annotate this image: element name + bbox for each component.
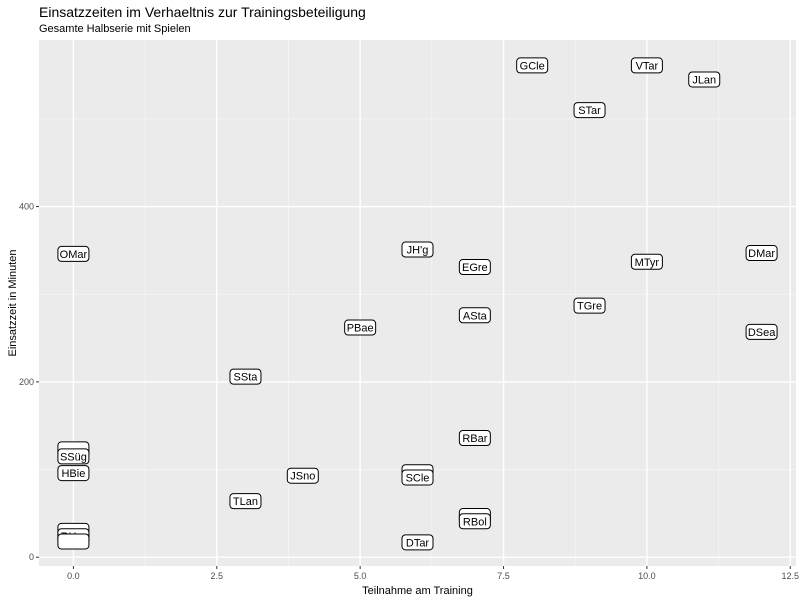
point-label-text: JSno (290, 471, 315, 483)
y-tick-label: 200 (19, 377, 34, 387)
point-label-text: DTar (406, 537, 430, 549)
point-label: OMar (57, 245, 90, 262)
y-tick-label: 0 (29, 552, 34, 562)
point-label: RBol (458, 513, 491, 530)
x-tick-label: 10.0 (638, 571, 656, 581)
point-label-text: ASta (463, 310, 488, 322)
point-label-text: DSea (748, 327, 776, 339)
point-label-text: STar (578, 105, 601, 117)
point-label-text: MTyr (635, 257, 660, 269)
point-label: DSea (745, 323, 778, 340)
point-label-text: JLan (692, 74, 716, 86)
point-label-text: VTar (636, 60, 659, 72)
point-label-text: PBae (347, 323, 374, 335)
point-label-box (401, 469, 434, 486)
point-label: SSta (229, 368, 262, 385)
point-labels: GCle VTar JLan STar OMar JH'g EGre DMar MTyr TGre… (57, 57, 778, 551)
point-label: JLan (688, 71, 721, 88)
point-label: STar (573, 102, 606, 119)
x-tick-label: 0.0 (67, 571, 80, 581)
point-label-box (401, 241, 434, 258)
point-label-text: RBar (462, 433, 487, 445)
y-tick-label: 400 (19, 202, 34, 212)
point-label-text: TLan (233, 496, 258, 508)
point-label-text: OMar (60, 249, 88, 261)
point-label-box (344, 319, 377, 336)
point-label-box (57, 448, 90, 465)
point-label-box (57, 465, 90, 482)
point-label-box (57, 245, 90, 262)
point-label (57, 533, 90, 550)
point-label-box (745, 323, 778, 340)
point-label: JSno (286, 467, 319, 484)
point-label-box (401, 534, 434, 551)
x-axis-label: Teilnahme am Training (362, 585, 473, 597)
point-label: EGre (458, 259, 491, 276)
point-label-text: JH'g (407, 245, 429, 257)
point-label-box (229, 368, 262, 385)
x-tick-label: 7.5 (497, 571, 510, 581)
point-label-text: DMar (748, 248, 775, 260)
point-label-box (573, 297, 606, 314)
point-label-box (630, 253, 663, 270)
point-label-text: HBie (61, 468, 85, 480)
x-axis-ticks: 0.0 2.5 5.0 7.5 10.0 12.5 (67, 566, 799, 581)
chart-title: Einsatzzeiten im Verhaeltnis zur Trainin… (39, 4, 366, 20)
point-label: JH'g (401, 241, 434, 258)
point-label: DMar (745, 245, 778, 262)
point-label-box (458, 259, 491, 276)
point-label-box (630, 57, 663, 74)
point-label-text: SSüg (60, 451, 87, 463)
chart-subtitle: Gesamte Halbserie mit Spielen (39, 23, 191, 35)
point-label: GCle (516, 57, 549, 74)
point-label-text: SSta (234, 372, 259, 384)
point-label-box (458, 513, 491, 530)
point-label-box (57, 533, 90, 550)
point-label-text: GCle (520, 60, 545, 72)
point-label: TGre (573, 297, 606, 314)
point-label: SCle (401, 469, 434, 486)
point-label-text: TGre (577, 301, 602, 313)
point-label: ASta (458, 307, 491, 324)
point-label-box (458, 430, 491, 447)
point-label: PBae (344, 319, 377, 336)
point-label-text: RBol (463, 516, 487, 528)
point-label: RBar (458, 430, 491, 447)
point-label: VTar (630, 57, 663, 74)
point-label-box (458, 307, 491, 324)
point-label-box (688, 71, 721, 88)
x-tick-label: 2.5 (211, 571, 224, 581)
point-label: HBie (57, 465, 90, 482)
point-label-box (573, 102, 606, 119)
point-label-text: SCle (406, 472, 430, 484)
point-label: DTar (401, 534, 434, 551)
y-axis-label: Einsatzzeit in Minuten (7, 250, 19, 357)
grid-major (39, 40, 796, 566)
point-label-box (745, 245, 778, 262)
point-label: MTyr (630, 253, 663, 270)
point-label: TLan (229, 493, 262, 510)
point-label-text: EGre (462, 262, 488, 274)
point-label-box (229, 493, 262, 510)
x-tick-label: 5.0 (354, 571, 367, 581)
point-label-box (516, 57, 549, 74)
y-axis-ticks: 0 200 400 (19, 202, 39, 562)
x-tick-label: 12.5 (781, 571, 799, 581)
point-label: SSüg (57, 448, 90, 465)
point-label-box (286, 467, 319, 484)
